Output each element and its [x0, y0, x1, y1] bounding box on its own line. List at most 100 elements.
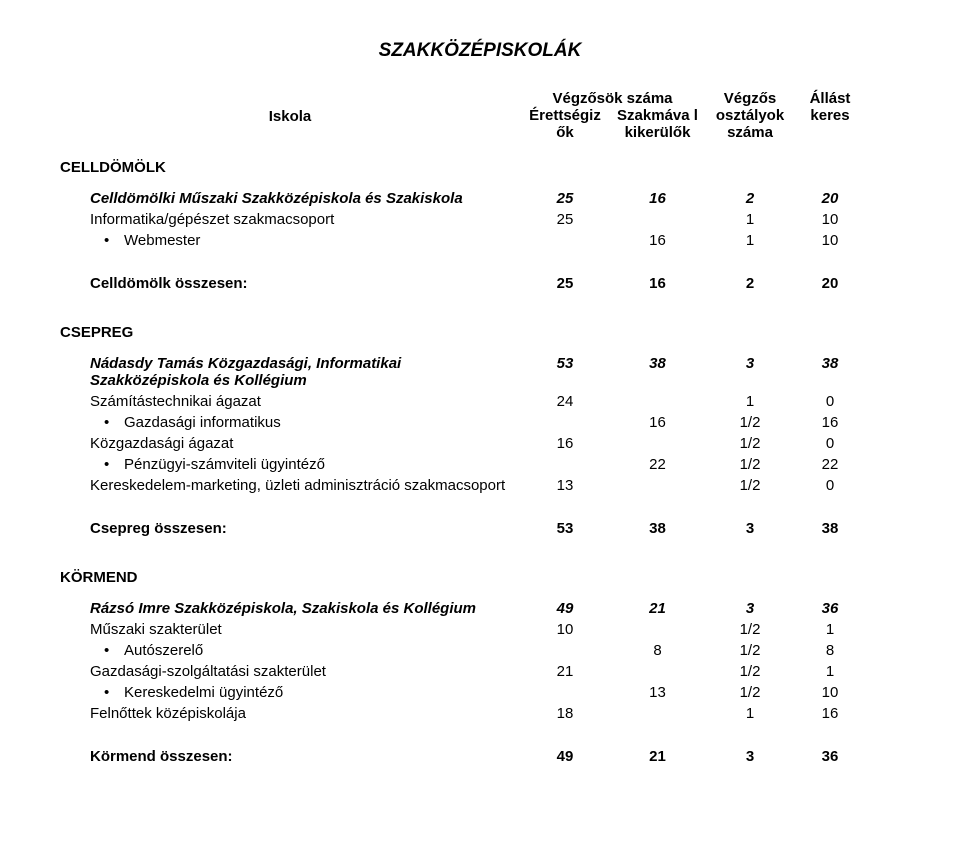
sections-container: CELLDÖMÖLK Celldömölki Műszaki Szakközépi…	[60, 159, 900, 787]
city-heading: KÖRMEND	[60, 569, 900, 586]
cell: 1/2	[705, 477, 795, 494]
cell: 2	[705, 190, 795, 207]
header-szakmaval: Szakmáva l kikerülők	[610, 107, 705, 141]
cell: 25	[520, 190, 610, 207]
cell: 53	[520, 355, 610, 372]
header-erettsegizok: Érettségiz ők	[520, 107, 610, 141]
bullet-item: Kereskedelmi ügyintéző	[60, 684, 520, 701]
cell: 18	[520, 705, 610, 722]
header-columns: Végzősök száma Érettségiz ők Szakmáva l …	[520, 90, 900, 141]
cell: 10	[795, 211, 865, 228]
cell: 3	[705, 355, 795, 372]
city-heading: CSEPREG	[60, 324, 900, 341]
table-row: Informatika/gépészet szakmacsoport25110	[60, 211, 900, 228]
total-label: Csepreg összesen:	[60, 520, 520, 537]
city-heading: CELLDÖMÖLK	[60, 159, 900, 176]
page-title: SZAKKÖZÉPISKOLÁK	[60, 40, 900, 62]
cell: 1/2	[705, 621, 795, 638]
cell: 2	[705, 275, 795, 292]
spacer	[60, 253, 900, 271]
cell: 36	[795, 600, 865, 617]
cell: 22	[795, 456, 865, 473]
cell: 0	[795, 477, 865, 494]
cell: 22	[610, 456, 705, 473]
table-row: Közgazdasági ágazat161/20	[60, 435, 900, 452]
table-row: Gazdasági-szolgáltatási szakterület211/2…	[60, 663, 900, 680]
row-label: Kereskedelem-marketing, üzleti adminiszt…	[60, 477, 520, 494]
table-row: Nádasdy Tamás Közgazdasági, Informatikai…	[60, 355, 900, 389]
cell: 36	[795, 748, 865, 765]
row-label: Gazdasági-szolgáltatási szakterület	[60, 663, 520, 680]
header-vegzos-osztalyok: Végzős osztályok száma	[705, 90, 795, 141]
cell: 24	[520, 393, 610, 410]
cell: 1/2	[705, 435, 795, 452]
cell: 38	[795, 355, 865, 372]
table-row: Kereskedelem-marketing, üzleti adminiszt…	[60, 477, 900, 494]
cell: 1/2	[705, 684, 795, 701]
table-row: Kereskedelmi ügyintéző 131/210	[60, 684, 900, 701]
header-group-vegzosok: Végzősök száma Érettségiz ők Szakmáva l …	[520, 90, 705, 141]
cell: 1/2	[705, 642, 795, 659]
total-row: Celldömölk összesen:2516220	[60, 275, 900, 292]
bullet-item: Gazdasági informatikus	[60, 414, 520, 431]
cell: 10	[520, 621, 610, 638]
cell: 1	[705, 705, 795, 722]
cell: 21	[610, 600, 705, 617]
cell: 16	[795, 705, 865, 722]
cell: 1	[705, 232, 795, 249]
cell: 13	[520, 477, 610, 494]
table-row: Számítástechnikai ágazat2410	[60, 393, 900, 410]
cell: 16	[610, 190, 705, 207]
section: KÖRMEND Rázsó Imre Szakközépiskola, Szaki…	[60, 569, 900, 787]
bullet-item: Pénzügyi-számviteli ügyintéző	[60, 456, 520, 473]
header-vegzosok-szama: Végzősök száma	[552, 90, 672, 107]
spacer	[60, 541, 900, 559]
cell: 16	[610, 414, 705, 431]
cell: 20	[795, 275, 865, 292]
cell: 3	[705, 520, 795, 537]
cell: 16	[520, 435, 610, 452]
cell: 10	[795, 684, 865, 701]
table-row: Gazdasági informatikus 161/216	[60, 414, 900, 431]
table-header: Iskola Végzősök száma Érettségiz ők Szak…	[60, 90, 900, 141]
table-row: Rázsó Imre Szakközépiskola, Szakiskola é…	[60, 600, 900, 617]
cell: 0	[795, 393, 865, 410]
cell: 1/2	[705, 663, 795, 680]
section: CELLDÖMÖLK Celldömölki Műszaki Szakközépi…	[60, 159, 900, 314]
school-name: Nádasdy Tamás Közgazdasági, Informatikai…	[60, 355, 520, 389]
bullet-item: Autószerelő	[60, 642, 520, 659]
cell: 1/2	[705, 456, 795, 473]
cell: 38	[610, 520, 705, 537]
cell: 8	[795, 642, 865, 659]
row-label: Felnőttek középiskolája	[60, 705, 520, 722]
cell: 3	[705, 748, 795, 765]
cell: 25	[520, 211, 610, 228]
cell: 1/2	[705, 414, 795, 431]
cell: 16	[610, 275, 705, 292]
section: CSEPREG Nádasdy Tamás Közgazdasági, Infor…	[60, 324, 900, 559]
cell: 1	[795, 663, 865, 680]
header-allast-keres: Állást keres	[795, 90, 865, 141]
total-label: Celldömölk összesen:	[60, 275, 520, 292]
cell: 21	[610, 748, 705, 765]
table-row: Webmester16110	[60, 232, 900, 249]
header-iskola: Iskola	[60, 90, 520, 125]
cell: 13	[610, 684, 705, 701]
bullet-item: Webmester	[60, 232, 520, 249]
spacer	[60, 769, 900, 787]
spacer	[60, 296, 900, 314]
row-label: Közgazdasági ágazat	[60, 435, 520, 452]
cell: 10	[795, 232, 865, 249]
school-name: Rázsó Imre Szakközépiskola, Szakiskola é…	[60, 600, 520, 617]
row-label: Informatika/gépészet szakmacsoport	[60, 211, 520, 228]
school-name: Celldömölki Műszaki Szakközépiskola és S…	[60, 190, 520, 207]
total-label: Körmend összesen:	[60, 748, 520, 765]
cell: 16	[795, 414, 865, 431]
spacer	[60, 498, 900, 516]
total-row: Körmend összesen:4921336	[60, 748, 900, 765]
cell: 8	[610, 642, 705, 659]
page: SZAKKÖZÉPISKOLÁK Iskola Végzősök száma É…	[0, 0, 960, 827]
cell: 20	[795, 190, 865, 207]
cell: 3	[705, 600, 795, 617]
table-row: Autószerelő 81/28	[60, 642, 900, 659]
